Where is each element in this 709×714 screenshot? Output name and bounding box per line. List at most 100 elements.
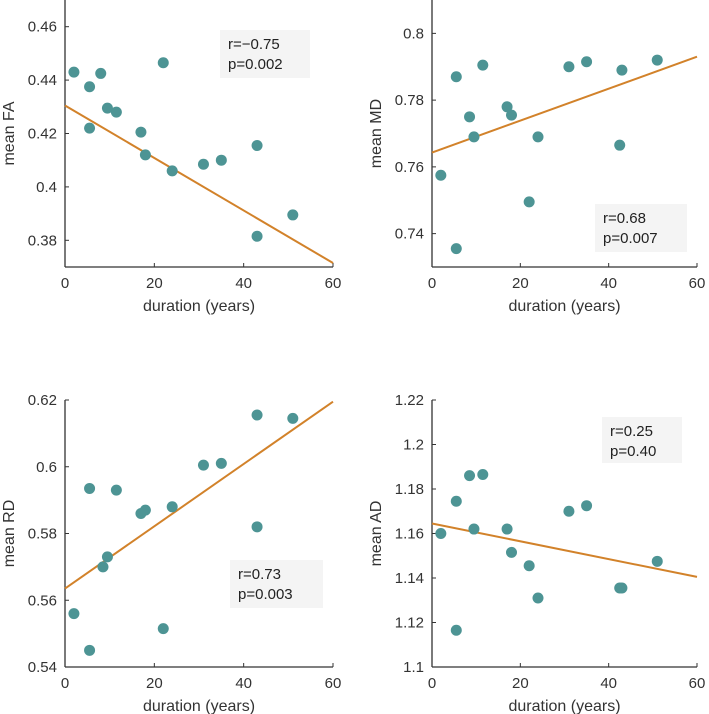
data-point: [450, 243, 462, 255]
data-point: [501, 523, 513, 535]
y-tick-label: 1.16: [395, 526, 424, 543]
data-point: [101, 551, 113, 563]
x-tick-label: 0: [61, 675, 69, 692]
data-point: [215, 154, 227, 166]
y-tick-label: 0.4: [36, 179, 57, 196]
x-tick-label: 0: [61, 275, 69, 292]
x-axis-label: duration (years): [143, 698, 255, 714]
data-point: [110, 106, 122, 118]
data-point: [614, 139, 626, 151]
stats-annotation: r=−0.75 p=0.002: [220, 30, 310, 78]
data-point: [84, 122, 96, 134]
data-point: [523, 196, 535, 208]
data-point: [523, 560, 535, 572]
data-point: [435, 528, 447, 539]
data-point: [251, 521, 263, 533]
data-point: [95, 67, 107, 79]
annotation-background: [220, 30, 310, 78]
data-point: [450, 71, 462, 83]
data-point: [581, 500, 593, 512]
x-axis-label: duration (years): [508, 698, 620, 714]
y-tick-label: 0.78: [395, 92, 424, 109]
data-point: [450, 624, 462, 636]
x-tick-label: 60: [325, 675, 342, 692]
data-point: [101, 102, 113, 114]
r-value-label: r=0.73: [238, 566, 281, 583]
x-tick-label: 20: [146, 275, 163, 292]
y-axis-label: mean RD: [1, 500, 18, 568]
data-point: [468, 131, 480, 143]
x-tick-label: 60: [689, 275, 706, 292]
data-point: [68, 608, 80, 620]
y-tick-label: 0.58: [28, 526, 57, 543]
data-point: [84, 482, 96, 494]
data-point: [84, 644, 96, 656]
data-point: [651, 555, 663, 567]
y-tick-label: 0.62: [28, 392, 57, 409]
y-axis-label: mean FA: [1, 101, 18, 165]
y-tick-label: 1.12: [395, 615, 424, 632]
data-point: [477, 469, 489, 481]
data-point: [197, 459, 209, 471]
r-value-label: r=0.25: [610, 423, 653, 440]
data-point: [532, 592, 544, 604]
data-point: [251, 409, 263, 421]
data-point: [616, 582, 628, 594]
stats-annotation: r=0.25 p=0.40: [602, 417, 682, 463]
data-point: [139, 149, 151, 161]
y-tick-label: 0.42: [28, 126, 57, 143]
data-point: [197, 158, 209, 170]
x-tick-label: 20: [512, 275, 529, 292]
p-value-label: p=0.003: [238, 586, 293, 603]
y-tick-label: 0.8: [403, 25, 424, 42]
annotation-background: [595, 204, 687, 252]
y-tick-label: 0.56: [28, 592, 57, 609]
data-point: [616, 64, 628, 76]
y-tick-label: 0.46: [28, 19, 57, 36]
data-point: [215, 457, 227, 469]
data-point: [435, 169, 447, 181]
data-point: [287, 412, 299, 424]
x-tick-label: 40: [235, 675, 252, 692]
data-point: [157, 623, 169, 635]
data-point: [84, 81, 96, 93]
data-point: [251, 140, 263, 152]
data-point: [166, 501, 178, 513]
x-tick-label: 60: [689, 675, 706, 692]
data-point: [97, 561, 109, 573]
y-tick-label: 0.44: [28, 72, 57, 89]
stats-annotation: r=0.68 p=0.007: [595, 204, 687, 252]
y-tick-label: 0.76: [395, 159, 424, 176]
x-tick-label: 0: [428, 675, 436, 692]
x-axis-label: duration (years): [143, 298, 255, 315]
data-point: [532, 131, 544, 143]
annotation-background: [602, 417, 682, 463]
x-axis-label: duration (years): [508, 298, 620, 315]
data-point: [166, 165, 178, 177]
r-value-label: r=−0.75: [228, 36, 280, 53]
data-point: [157, 57, 169, 69]
x-tick-label: 20: [512, 675, 529, 692]
p-value-label: p=0.40: [610, 443, 656, 460]
r-value-label: r=0.68: [603, 210, 646, 227]
data-point: [477, 59, 489, 71]
y-tick-label: 0.38: [28, 232, 57, 249]
data-point: [501, 101, 513, 113]
data-point: [506, 546, 517, 558]
regression-line: [64, 104, 334, 264]
y-tick-label: 0.54: [28, 659, 57, 676]
data-point: [563, 505, 575, 517]
chart-md: 0.74 0.76 0.78 0.8 0 20 40 60 duration (years) me…: [368, 0, 705, 315]
data-point: [135, 126, 147, 138]
data-point: [506, 109, 517, 121]
y-tick-label: 1.14: [395, 570, 424, 587]
x-tick-label: 0: [428, 275, 436, 292]
y-axis-label: mean MD: [368, 99, 385, 168]
stats-annotation: r=0.73 p=0.003: [230, 560, 323, 608]
data-point: [68, 66, 80, 78]
data-point: [651, 54, 663, 66]
annotation-background: [230, 560, 323, 608]
y-tick-label: 1.22: [395, 392, 424, 409]
y-tick-label: 1.1: [403, 659, 424, 676]
